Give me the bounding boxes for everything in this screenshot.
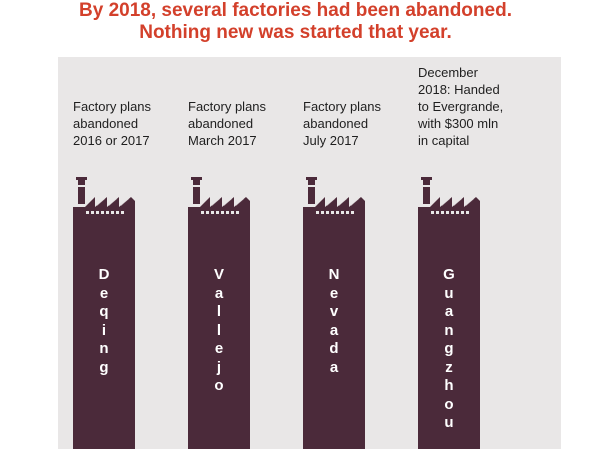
factory-tower — [303, 222, 365, 449]
factory-caption-line: to Evergrande, — [418, 99, 504, 114]
factory-caption-line: abandoned — [303, 116, 369, 131]
city-letter: a — [329, 358, 339, 376]
city-letter: a — [329, 321, 339, 339]
city-letter: l — [216, 303, 222, 320]
factory-caption-line: abandoned — [188, 116, 254, 131]
factory-caption-line: Factory plans — [188, 99, 267, 114]
city-letter: e — [99, 284, 109, 302]
factory-icon — [73, 177, 135, 222]
city-letter: g — [99, 358, 109, 376]
factory-caption-line: Factory plans — [73, 99, 152, 114]
city-letter: o — [214, 377, 224, 394]
factory-caption-line: Factory plans — [303, 99, 382, 114]
city-letter: u — [444, 284, 454, 302]
city-letter: l — [216, 321, 222, 339]
city-letter: N — [328, 266, 340, 283]
city-letter: a — [444, 303, 454, 320]
city-letter: z — [445, 358, 453, 376]
factory-caption-line: in capital — [418, 133, 470, 148]
city-letter: n — [444, 321, 454, 339]
factory-caption-line: July 2017 — [303, 133, 359, 148]
headline: By 2018, several factories had been aban… — [0, 0, 591, 44]
city-letter: q — [99, 303, 109, 320]
city-letter: a — [214, 284, 224, 302]
city-letter: G — [443, 266, 455, 283]
factory-tower — [188, 222, 250, 449]
factory-caption: Factory plans abandoned July 2017 — [303, 98, 413, 149]
city-letter: D — [98, 266, 110, 283]
factory-column-4: December 2018: Handed to Evergrande, with $… — [418, 57, 518, 449]
factory-tower — [73, 222, 135, 449]
city-letter: e — [214, 340, 224, 357]
factory-caption-line: March 2017 — [188, 133, 257, 148]
headline-line-2: Nothing new was started that year. — [139, 22, 452, 43]
factory-caption-line: 2016 or 2017 — [73, 133, 150, 148]
city-letter: i — [101, 321, 107, 339]
factory-tower — [418, 222, 480, 449]
city-letter: h — [444, 377, 454, 394]
city-letter: n — [99, 340, 109, 357]
city-letter: V — [213, 266, 224, 283]
factory-caption: Factory plans abandoned 2016 or 2017 — [73, 98, 183, 149]
city-letter: j — [216, 358, 222, 376]
factory-caption-line: with $300 mln — [418, 116, 499, 131]
factory-icon — [418, 177, 480, 222]
headline-line-1: By 2018, several factories had been aban… — [79, 0, 512, 21]
city-letter: e — [329, 284, 339, 302]
factory-caption: December 2018: Handed to Evergrande, with $… — [418, 64, 528, 149]
factory-icon — [303, 177, 365, 222]
city-letter: v — [329, 303, 339, 320]
factory-caption-line: abandoned — [73, 116, 139, 131]
factory-caption: Factory plans abandoned March 2017 — [188, 98, 298, 149]
factory-icon — [188, 177, 250, 222]
city-letter: d — [329, 340, 339, 357]
factory-caption-line: 2018: Handed — [418, 82, 500, 97]
city-letter: u — [444, 414, 454, 431]
factory-caption-line: December — [418, 65, 478, 80]
city-letter: o — [444, 395, 454, 413]
city-letter: g — [444, 340, 454, 357]
